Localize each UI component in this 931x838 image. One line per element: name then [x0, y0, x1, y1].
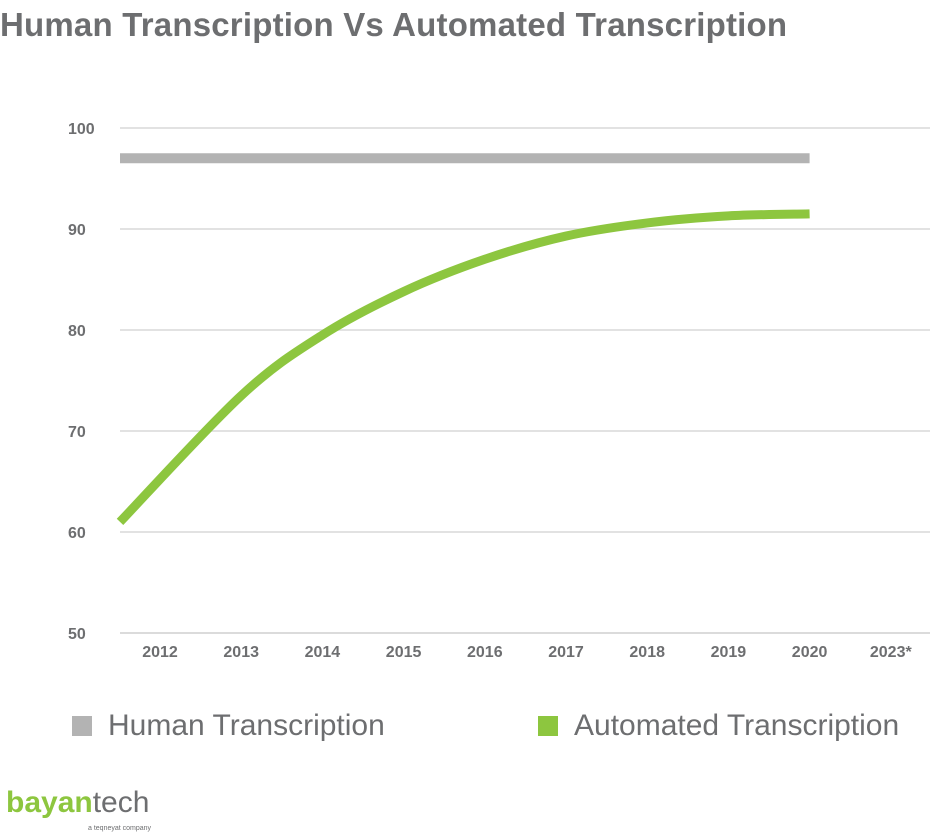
y-tick-label: 100: [68, 121, 95, 138]
brand-name-part2: tech: [92, 786, 150, 819]
legend-swatch-automated: [538, 716, 558, 736]
legend-label-human: Human Transcription: [108, 709, 385, 742]
x-tick-label: 2016: [467, 644, 503, 661]
chart-title: Human Transcription Vs Automated Transcr…: [0, 6, 788, 43]
x-tick-label: 2017: [548, 644, 584, 661]
y-tick-label: 80: [68, 323, 86, 340]
x-tick-label: 2020: [792, 644, 828, 661]
x-tick-label: 2013: [223, 644, 259, 661]
brand-tagline: a teqneyat company: [88, 825, 152, 832]
x-tick-label: 2023*: [870, 644, 913, 661]
x-tick-label: 2018: [629, 644, 665, 661]
legend-label-automated: Automated Transcription: [574, 709, 900, 742]
y-tick-label: 50: [68, 626, 86, 643]
x-tick-label: 2012: [142, 644, 178, 661]
y-tick-label: 60: [68, 525, 86, 542]
x-tick-label: 2015: [386, 644, 422, 661]
x-tick-label: 2014: [305, 644, 341, 661]
series-line-automated: [116, 209, 810, 526]
legend-item-human: Human Transcription: [72, 709, 385, 743]
y-tick-label: 90: [68, 222, 86, 239]
brand-logo: bayantech a teqneyat company: [6, 785, 151, 832]
legend-swatch-human: [72, 716, 92, 736]
line-chart: 50 60 70 80 90 100 2012 2013 2014 2015 2016 2017 201…: [68, 121, 930, 661]
legend-item-automated: Automated Transcription: [538, 709, 899, 743]
y-tick-label: 70: [68, 424, 86, 441]
x-tick-label: 2019: [711, 644, 747, 661]
brand-name-part1: bayan: [6, 786, 93, 819]
